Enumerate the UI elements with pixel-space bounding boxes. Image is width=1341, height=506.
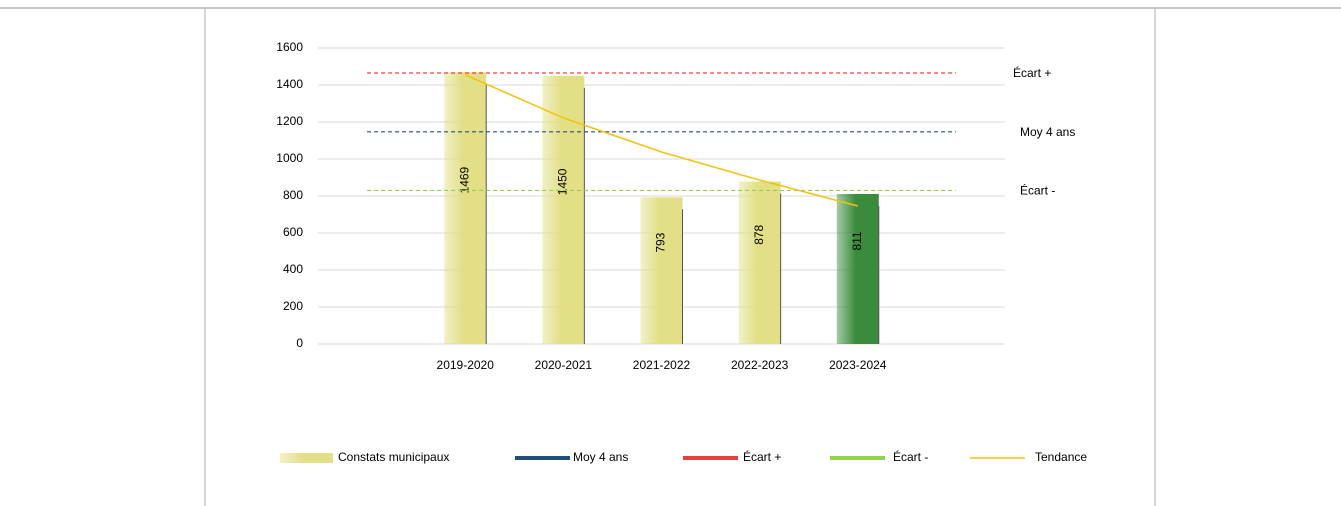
bar [738, 181, 781, 344]
legend-label: Écart + [743, 449, 781, 464]
x-tick-label: 2022-2023 [731, 358, 789, 372]
x-tick-label: 2023-2024 [829, 358, 887, 372]
data-label: 793 [654, 232, 668, 252]
x-tick-label: 2020-2021 [535, 358, 593, 372]
y-tick-label: 400 [283, 262, 303, 276]
y-tick-label: 600 [283, 225, 303, 239]
y-tick-label: 0 [296, 336, 303, 350]
bar [836, 193, 879, 344]
legend-label: Tendance [1035, 450, 1087, 464]
x-tick-label: 2021-2022 [633, 358, 691, 372]
data-label: 878 [752, 224, 766, 244]
data-label: 1450 [556, 168, 570, 195]
x-tick-label: 2019-2020 [437, 358, 495, 372]
legend-label: Moy 4 ans [573, 450, 628, 464]
legend-label: Écart - [893, 449, 928, 464]
y-tick-label: 1600 [276, 40, 303, 54]
line-series [464, 74, 858, 207]
legend-swatch [280, 453, 333, 463]
annotation: Écart - [1020, 183, 1055, 198]
y-tick-label: 1200 [276, 114, 303, 128]
annotation: Écart + [1013, 65, 1051, 80]
data-label: 1469 [457, 166, 471, 193]
data-label: 811 [850, 231, 864, 250]
y-tick-label: 200 [283, 299, 303, 313]
legend-label: Constats municipaux [338, 450, 449, 464]
y-tick-label: 800 [283, 188, 303, 202]
y-tick-label: 1000 [276, 151, 303, 165]
annotation: Moy 4 ans [1020, 125, 1075, 139]
bar [542, 75, 585, 344]
bar [640, 197, 683, 344]
bar [444, 72, 487, 345]
y-tick-label: 1400 [276, 77, 303, 91]
